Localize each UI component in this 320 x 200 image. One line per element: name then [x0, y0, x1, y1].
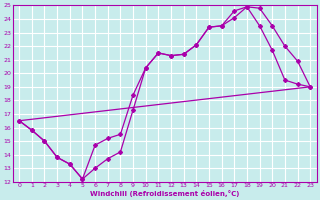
X-axis label: Windchill (Refroidissement éolien,°C): Windchill (Refroidissement éolien,°C): [90, 190, 239, 197]
